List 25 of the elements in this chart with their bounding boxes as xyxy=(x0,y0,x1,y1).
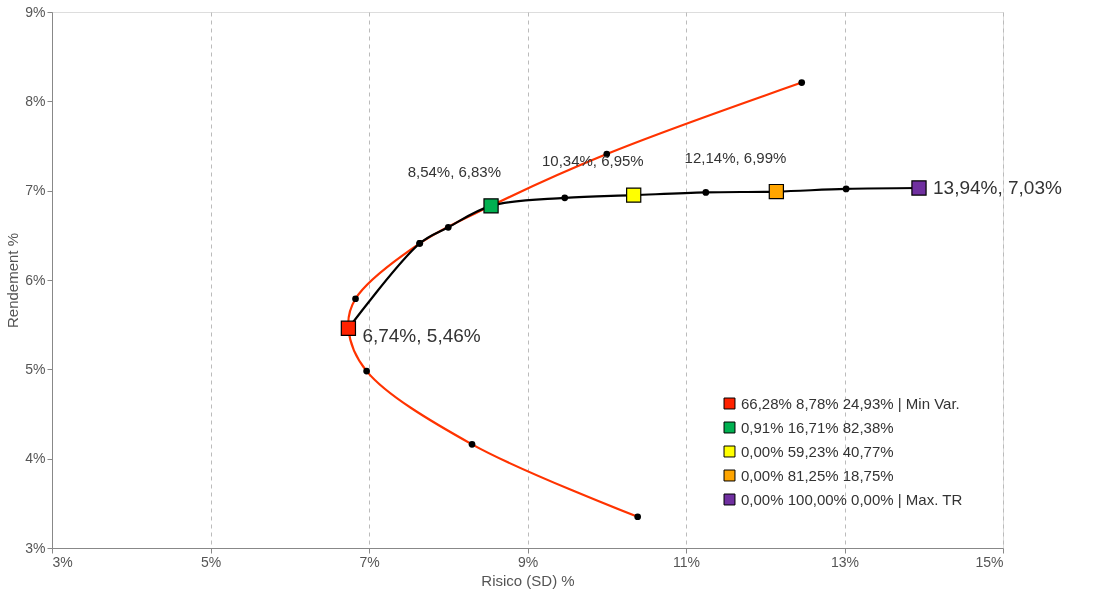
x-tick-label: 13% xyxy=(830,553,860,570)
y-tick-label: 9% xyxy=(25,3,46,20)
x-tick-label: 3% xyxy=(52,553,73,570)
data-label: 12,14%, 6,99% xyxy=(684,148,787,166)
y-axis-title: Rendement % xyxy=(4,232,22,329)
legend-label: 0,00% 81,25% 18,75% xyxy=(741,466,894,484)
x-tick-label: 5% xyxy=(200,553,222,570)
y-tick-label: 8% xyxy=(25,92,46,109)
legend-label: 0,00% 100,00% 0,00% | Max. TR xyxy=(741,490,963,508)
data-label: 8,54%, 6,83% xyxy=(407,162,502,180)
legend-label: 66,28% 8,78% 24,93% | Min Var. xyxy=(741,394,960,412)
x-tick-label: 7% xyxy=(359,553,380,570)
x-tick-label: 15% xyxy=(975,553,1004,570)
legend-label: 0,91% 16,71% 82,38% xyxy=(741,418,894,436)
y-tick-label: 5% xyxy=(25,360,46,377)
y-tick-label: 3% xyxy=(25,539,46,556)
y-tick-label: 6% xyxy=(25,271,46,288)
legend-label: 0,00% 59,23% 40,77% xyxy=(741,442,894,460)
y-tick-label: 7% xyxy=(25,182,46,199)
x-tick-label: 9% xyxy=(517,553,539,570)
y-tick-label: 4% xyxy=(25,450,46,467)
data-label: 13,94%, 7,03% xyxy=(932,176,1062,198)
data-label: 6,74%, 5,46% xyxy=(362,325,481,347)
x-axis-title: Risico (SD) % xyxy=(481,571,575,589)
x-tick-label: 11% xyxy=(673,553,700,570)
